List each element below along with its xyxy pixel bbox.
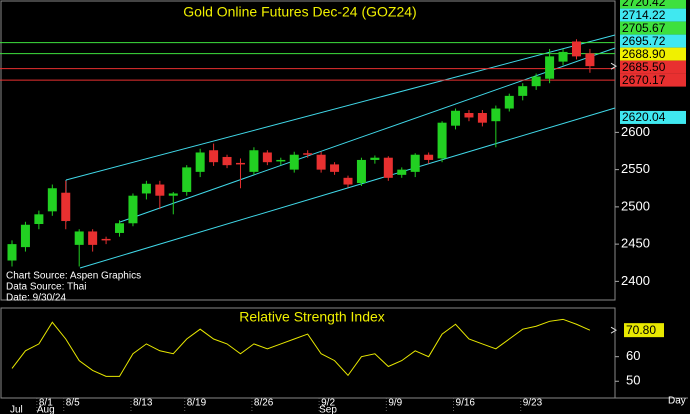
- candle-body: [504, 95, 514, 109]
- month-label: Jul: [10, 405, 23, 414]
- level-box: [620, 8, 686, 22]
- month-label: Sep: [319, 405, 337, 414]
- x-tick-label: 8/13: [133, 398, 153, 409]
- level-box: [620, 110, 686, 124]
- candle-body: [209, 150, 219, 163]
- rsi-line: [11, 318, 591, 377]
- candle-body: [437, 122, 447, 159]
- y-tick-label: 60: [626, 348, 640, 363]
- candle-body: [370, 157, 380, 160]
- level-label: 2685.50: [622, 60, 666, 74]
- chart-title: Gold Online Futures Dec-24 (GOZ24): [183, 4, 416, 20]
- candle-body: [20, 224, 30, 248]
- candle-body: [249, 150, 259, 172]
- candle-body: [155, 184, 165, 196]
- x-tick-label: 8/1: [39, 398, 53, 409]
- level-label: 2705.67: [622, 21, 666, 35]
- x-axis-label: Day: [668, 396, 686, 407]
- candle-body: [424, 154, 434, 160]
- y-tick-label: 2500: [621, 198, 650, 213]
- candle-body: [101, 238, 111, 241]
- candle-body: [491, 108, 501, 122]
- candle-body: [195, 152, 205, 172]
- candle-body: [74, 231, 84, 245]
- x-tick-label: 8/5: [66, 398, 80, 409]
- level-box: [620, 47, 686, 61]
- y-tick-label: 2450: [621, 236, 650, 251]
- candle-body: [276, 159, 286, 162]
- candle-body: [289, 154, 299, 170]
- candle-body: [303, 153, 313, 155]
- level-label: 2670.17: [622, 73, 666, 87]
- candle-body: [383, 157, 393, 178]
- level-box: [620, 0, 686, 9]
- candle-body: [518, 86, 528, 96]
- last-price-arrow: [610, 62, 617, 70]
- level-box: [620, 60, 686, 74]
- candle-body: [235, 162, 245, 165]
- x-tick-label: 8/26: [254, 398, 274, 409]
- channel-line: [119, 47, 616, 223]
- level-label: 2695.72: [622, 34, 666, 48]
- candle-body: [115, 223, 125, 233]
- x-tick-label: 9/2: [321, 398, 335, 409]
- month-label: Aug: [37, 405, 55, 414]
- level-box: [620, 21, 686, 35]
- candle-body: [262, 152, 272, 163]
- x-tick-label: 9/9: [388, 398, 402, 409]
- trendlines: [65, 34, 616, 269]
- candle-body: [61, 192, 71, 222]
- candle-body: [343, 177, 353, 185]
- annotation: Chart Source: Aspen Graphics: [6, 271, 141, 282]
- candle-body: [545, 56, 555, 79]
- candle-body: [585, 53, 595, 67]
- y-tick-label: 2600: [621, 124, 650, 139]
- candle-body: [182, 167, 192, 192]
- candle-body: [477, 113, 487, 123]
- y-tick-label: 2550: [621, 161, 650, 176]
- candle-body: [330, 164, 340, 172]
- candle-body: [128, 195, 138, 224]
- x-tick-label: 8/19: [187, 398, 207, 409]
- candle-body: [141, 183, 151, 194]
- candle-body: [558, 51, 568, 62]
- candle-body: [88, 231, 98, 245]
- candle-body: [7, 244, 17, 261]
- last-value-arrow: [610, 326, 617, 334]
- channel-line: [79, 107, 616, 269]
- annotation: Data Source: Thai: [6, 282, 86, 293]
- candle-body: [397, 169, 407, 175]
- candle-body: [316, 154, 326, 170]
- candle-body: [410, 154, 420, 172]
- level-label: 2720.42: [622, 0, 666, 9]
- level-label: 2688.90: [622, 47, 666, 61]
- candle-body: [47, 188, 57, 212]
- channel-line: [65, 34, 616, 181]
- level-box: [620, 34, 686, 48]
- candle-body: [34, 214, 44, 225]
- y-tick-label: 2400: [621, 273, 650, 288]
- candle-body: [451, 110, 461, 126]
- candle-body: [464, 113, 474, 118]
- x-tick-label: 9/16: [456, 398, 476, 409]
- candle-body: [222, 156, 232, 166]
- last-value-label: 70.80: [626, 323, 656, 337]
- candle-body: [356, 159, 366, 184]
- y-tick-label: 50: [626, 373, 640, 388]
- candle-body: [531, 76, 541, 87]
- level-label: 2714.22: [622, 8, 666, 22]
- candle-body: [168, 193, 178, 196]
- price-panel: [0, 0, 616, 301]
- x-tick-label: 9/23: [523, 398, 543, 409]
- level-label: 2620.04: [622, 110, 666, 124]
- candle-body: [571, 41, 581, 57]
- value-box: [624, 323, 664, 338]
- annotation: Date: 9/30/24: [6, 293, 66, 304]
- rsi-title: Relative Strength Index: [239, 309, 385, 325]
- level-box: [620, 73, 686, 87]
